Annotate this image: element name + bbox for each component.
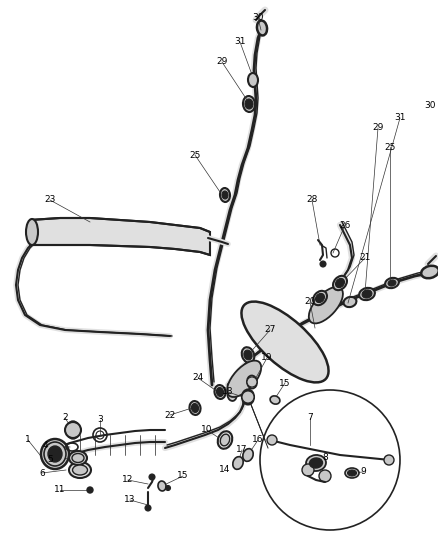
Text: 23: 23 [44,196,56,205]
Text: 28: 28 [306,196,318,205]
Text: 31: 31 [394,114,406,123]
Text: 13: 13 [124,496,136,505]
Text: 21: 21 [359,254,371,262]
Circle shape [149,474,155,480]
Circle shape [145,505,151,511]
Text: 20: 20 [304,297,316,306]
Ellipse shape [359,288,375,300]
Circle shape [384,455,394,465]
Ellipse shape [243,449,253,462]
Ellipse shape [306,455,326,471]
Ellipse shape [69,462,91,478]
Circle shape [247,377,257,387]
Ellipse shape [270,396,280,404]
Text: 10: 10 [201,425,213,434]
Ellipse shape [26,219,38,245]
Ellipse shape [241,302,328,382]
Ellipse shape [227,361,261,397]
Text: 30: 30 [424,101,436,109]
Ellipse shape [385,278,399,288]
Text: 2: 2 [62,414,68,423]
Text: 11: 11 [54,486,66,495]
Ellipse shape [233,457,243,470]
Text: 7: 7 [307,414,313,423]
Ellipse shape [310,458,322,468]
Ellipse shape [191,403,198,413]
Ellipse shape [336,278,344,288]
Polygon shape [30,218,210,255]
Ellipse shape [73,465,88,475]
Ellipse shape [247,376,257,389]
Ellipse shape [362,290,372,298]
Ellipse shape [227,389,237,401]
Text: 31: 31 [234,37,246,46]
Text: 29: 29 [372,124,384,133]
Ellipse shape [69,451,87,465]
Ellipse shape [244,350,252,360]
Ellipse shape [257,21,267,36]
Ellipse shape [222,191,228,199]
Ellipse shape [309,287,343,324]
Ellipse shape [388,280,396,286]
Ellipse shape [220,434,230,446]
Ellipse shape [248,73,258,87]
Text: 18: 18 [222,387,234,397]
Circle shape [242,391,254,403]
Ellipse shape [48,446,62,462]
Text: 30: 30 [252,13,264,22]
Text: 24: 24 [192,374,204,383]
Ellipse shape [190,401,201,415]
Ellipse shape [218,431,232,449]
Text: 9: 9 [360,467,366,477]
Ellipse shape [242,347,254,363]
Ellipse shape [216,387,223,397]
Text: 17: 17 [236,446,248,455]
Text: 6: 6 [39,469,45,478]
Ellipse shape [158,481,166,491]
Text: 19: 19 [261,353,273,362]
Text: 29: 29 [216,58,228,67]
Text: 14: 14 [219,465,231,474]
Circle shape [65,422,81,438]
Text: 15: 15 [279,378,291,387]
Text: 4: 4 [42,441,48,450]
Text: 3: 3 [97,416,103,424]
Text: 1: 1 [25,435,31,445]
Ellipse shape [220,188,230,202]
Ellipse shape [345,468,359,478]
Ellipse shape [243,96,255,112]
Text: 8: 8 [322,454,328,463]
Ellipse shape [215,385,226,399]
Text: 12: 12 [122,475,134,484]
Ellipse shape [41,439,69,469]
Ellipse shape [245,99,253,109]
Circle shape [267,435,277,445]
Ellipse shape [421,266,438,278]
Ellipse shape [333,276,347,290]
Text: 25: 25 [189,150,201,159]
Text: 5: 5 [47,456,53,464]
Text: 15: 15 [177,472,189,481]
Circle shape [166,486,170,490]
Ellipse shape [343,297,357,307]
Circle shape [302,464,314,476]
Ellipse shape [313,291,327,305]
Text: 22: 22 [164,410,176,419]
Ellipse shape [315,294,325,303]
Text: 26: 26 [339,221,351,230]
Text: 16: 16 [252,435,264,445]
Ellipse shape [242,390,254,405]
Ellipse shape [72,454,84,463]
Ellipse shape [44,442,66,466]
Circle shape [320,261,326,267]
Ellipse shape [347,470,357,476]
Circle shape [87,487,93,493]
Text: 27: 27 [264,326,276,335]
Circle shape [319,470,331,482]
Text: 25: 25 [384,142,396,151]
